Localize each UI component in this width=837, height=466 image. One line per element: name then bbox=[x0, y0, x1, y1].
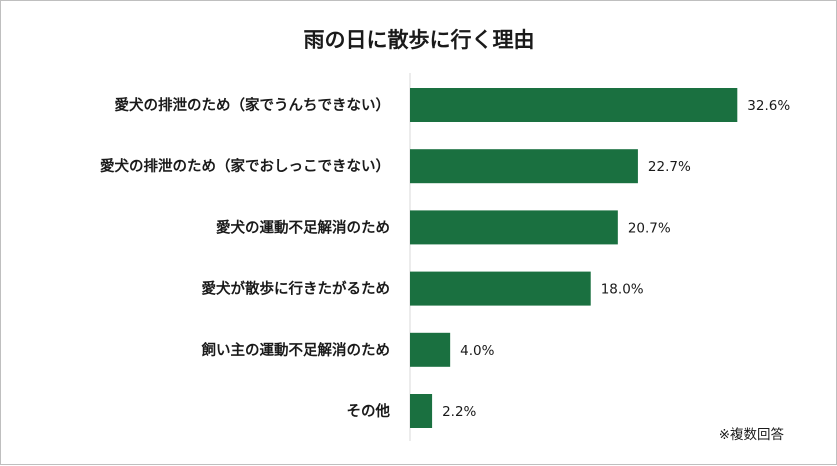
chart-title: 雨の日に散歩に行く理由 bbox=[304, 28, 535, 52]
bar-1 bbox=[410, 88, 738, 122]
bar-6 bbox=[410, 394, 433, 428]
value-label-6: 2.2% bbox=[442, 404, 476, 420]
bar-5 bbox=[410, 332, 451, 367]
value-label-4: 18.0% bbox=[601, 282, 644, 298]
bar-3 bbox=[410, 210, 618, 245]
value-label-2: 22.7% bbox=[648, 159, 691, 175]
bar-4 bbox=[410, 271, 591, 306]
category-label-2: 愛犬の排泄のため（家でおしっこできない） bbox=[100, 157, 390, 175]
value-label-5: 4.0% bbox=[460, 343, 494, 359]
category-label-6: その他 bbox=[347, 402, 391, 420]
footnote-multiple-answers: ※複数回答 bbox=[719, 426, 785, 443]
value-label-1: 32.6% bbox=[747, 98, 790, 114]
bars-layer: 愛犬の排泄のため（家でうんちできない） 32.6% 愛犬の排泄のため（家でおしっこで… bbox=[100, 88, 790, 428]
value-label-3: 20.7% bbox=[628, 220, 671, 236]
category-label-5: 飼い主の運動不足解消のため bbox=[201, 341, 391, 359]
category-label-1: 愛犬の排泄のため（家でうんちできない） bbox=[115, 96, 391, 114]
category-label-3: 愛犬の運動不足解消のため bbox=[216, 218, 390, 236]
bar-2 bbox=[410, 149, 638, 184]
category-label-4: 愛犬が散歩に行きたがるため bbox=[202, 280, 391, 298]
